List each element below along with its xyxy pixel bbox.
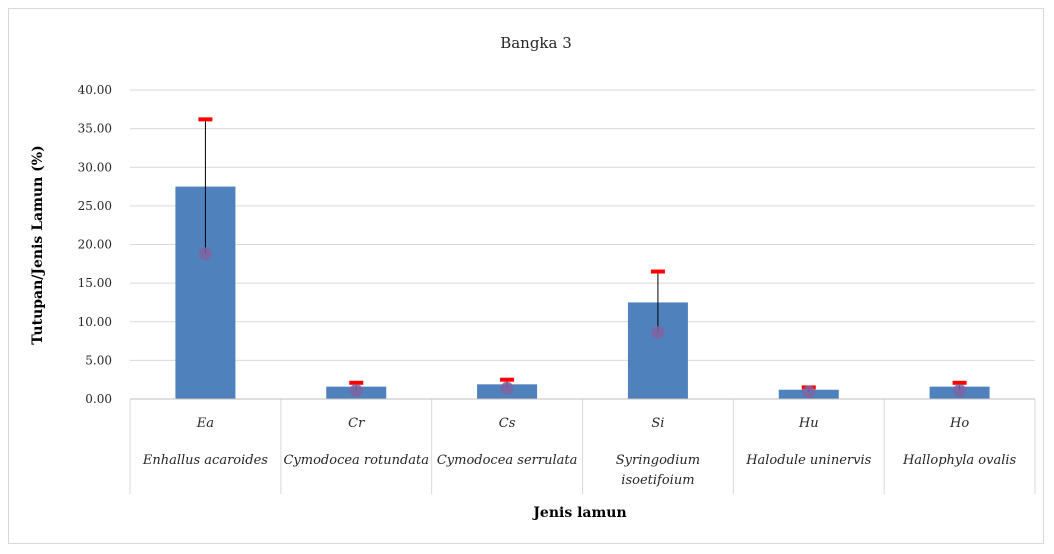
marker-point (953, 384, 967, 398)
marker-point (349, 384, 363, 398)
y-tick-labels: 0.00 5.00 10.00 15.00 20.00 25.00 30.00 35.00 40… (78, 83, 112, 406)
category-name: Cymodocea serrulata (437, 453, 578, 468)
category-name: Halodule uninervis (745, 453, 871, 468)
markers (198, 247, 967, 399)
category-name: Hallophyla ovalis (902, 453, 1017, 468)
category-code: Cs (499, 416, 516, 431)
category-code: Cr (348, 416, 365, 431)
y-tick-label: 5.00 (85, 353, 112, 367)
y-tick-label: 20.00 (78, 238, 112, 252)
category-name: Cymodocea rotundata (283, 453, 429, 468)
marker-point (651, 326, 665, 340)
y-tick-label: 30.00 (78, 160, 112, 174)
gridlines (130, 89, 1035, 400)
y-tick-label: 15.00 (78, 276, 112, 290)
category-code: Hu (798, 416, 819, 431)
category-name: Enhallus acaroides (142, 453, 268, 468)
category-code: Si (651, 416, 664, 431)
category-code: Ho (949, 416, 969, 431)
y-tick-label: 35.00 (78, 122, 112, 136)
category-name: Syringodium (616, 453, 700, 468)
category-name: isoetifoium (621, 473, 694, 488)
marker-point (500, 381, 514, 395)
y-tick-label: 0.00 (85, 392, 112, 406)
y-axis-title: Tutupan/Jenis Lamun (%) (30, 145, 46, 344)
error-bars (198, 117, 967, 393)
x-axis: Ea Enhallus acaroides Cr Cymodocea rotundat… (129, 398, 1036, 494)
x-axis-title: Jenis lamun (531, 505, 626, 521)
y-tick-label: 25.00 (78, 199, 112, 213)
bars (175, 186, 990, 399)
marker-point (198, 247, 212, 261)
category-code: Ea (196, 416, 214, 431)
y-tick-label: 40.00 (78, 83, 112, 97)
y-tick-label: 10.00 (78, 315, 112, 329)
marker-point (802, 385, 816, 399)
chart-title: Bangka 3 (500, 34, 572, 52)
